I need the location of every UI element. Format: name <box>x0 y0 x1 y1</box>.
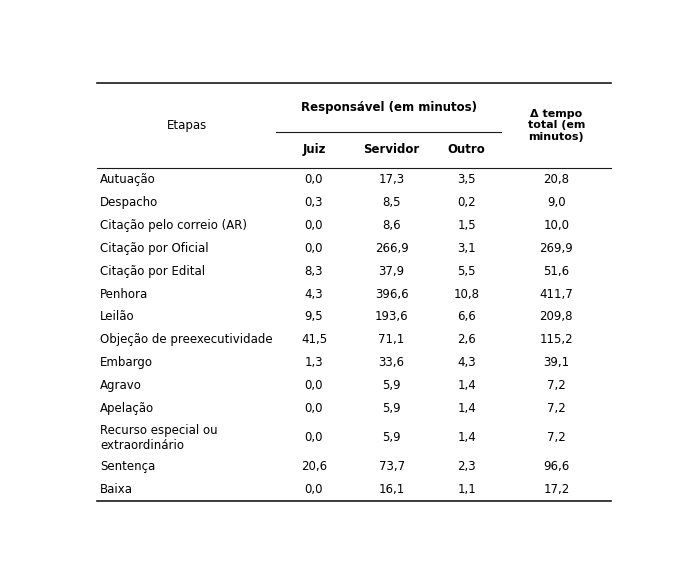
Text: Δ tempo
total (em
minutos): Δ tempo total (em minutos) <box>528 109 585 142</box>
Text: Servidor: Servidor <box>363 143 419 156</box>
Text: 0,0: 0,0 <box>305 218 323 232</box>
Text: 193,6: 193,6 <box>375 310 408 324</box>
Text: 17,2: 17,2 <box>543 483 569 496</box>
Text: 209,8: 209,8 <box>540 310 573 324</box>
Text: Embargo: Embargo <box>100 357 153 369</box>
Text: 0,0: 0,0 <box>305 173 323 186</box>
Text: Recurso especial ou
extraordinário: Recurso especial ou extraordinário <box>100 424 218 452</box>
Text: 0,0: 0,0 <box>305 242 323 254</box>
Text: 4,3: 4,3 <box>305 287 323 301</box>
Text: 73,7: 73,7 <box>379 460 405 473</box>
Text: 0,3: 0,3 <box>305 196 323 209</box>
Text: Objeção de preexecutividade: Objeção de preexecutividade <box>100 334 273 346</box>
Text: 266,9: 266,9 <box>375 242 408 254</box>
Text: 0,0: 0,0 <box>305 431 323 444</box>
Text: 5,9: 5,9 <box>382 431 401 444</box>
Text: Autuação: Autuação <box>100 173 156 186</box>
Text: Despacho: Despacho <box>100 196 158 209</box>
Text: 10,0: 10,0 <box>543 218 569 232</box>
Text: 9,0: 9,0 <box>547 196 566 209</box>
Text: 3,5: 3,5 <box>457 173 476 186</box>
Text: 8,6: 8,6 <box>382 218 401 232</box>
Text: 8,5: 8,5 <box>382 196 401 209</box>
Text: 0,0: 0,0 <box>305 379 323 392</box>
Text: 0,0: 0,0 <box>305 483 323 496</box>
Text: 1,4: 1,4 <box>457 402 476 416</box>
Text: 7,2: 7,2 <box>547 379 566 392</box>
Text: 71,1: 71,1 <box>379 334 405 346</box>
Text: 0,2: 0,2 <box>457 196 476 209</box>
Text: Agravo: Agravo <box>100 379 142 392</box>
Text: 269,9: 269,9 <box>540 242 573 254</box>
Text: 1,3: 1,3 <box>305 357 323 369</box>
Text: 16,1: 16,1 <box>379 483 405 496</box>
Text: 8,3: 8,3 <box>305 265 323 277</box>
Text: 17,3: 17,3 <box>379 173 405 186</box>
Text: 4,3: 4,3 <box>457 357 476 369</box>
Text: 51,6: 51,6 <box>543 265 569 277</box>
Text: Outro: Outro <box>448 143 486 156</box>
Text: Sentença: Sentença <box>100 460 155 473</box>
Text: 1,5: 1,5 <box>457 218 476 232</box>
Text: 7,2: 7,2 <box>547 402 566 416</box>
Text: 20,6: 20,6 <box>301 460 327 473</box>
Text: 411,7: 411,7 <box>540 287 573 301</box>
Text: Etapas: Etapas <box>167 118 207 132</box>
Text: Citação por Oficial: Citação por Oficial <box>100 242 209 254</box>
Text: Citação por Edital: Citação por Edital <box>100 265 205 277</box>
Text: 37,9: 37,9 <box>379 265 405 277</box>
Text: 0,0: 0,0 <box>305 402 323 416</box>
Text: Leilão: Leilão <box>100 310 135 324</box>
Text: 396,6: 396,6 <box>375 287 408 301</box>
Text: 2,3: 2,3 <box>457 460 476 473</box>
Text: 39,1: 39,1 <box>543 357 569 369</box>
Text: 115,2: 115,2 <box>540 334 573 346</box>
Text: 5,5: 5,5 <box>457 265 476 277</box>
Text: Apelação: Apelação <box>100 402 154 416</box>
Text: 5,9: 5,9 <box>382 402 401 416</box>
Text: 41,5: 41,5 <box>301 334 327 346</box>
Text: 10,8: 10,8 <box>453 287 480 301</box>
Text: Responsável (em minutos): Responsável (em minutos) <box>301 101 477 114</box>
Text: 9,5: 9,5 <box>305 310 323 324</box>
Text: 1,4: 1,4 <box>457 379 476 392</box>
Text: 5,9: 5,9 <box>382 379 401 392</box>
Text: 7,2: 7,2 <box>547 431 566 444</box>
Text: 3,1: 3,1 <box>457 242 476 254</box>
Text: 1,4: 1,4 <box>457 431 476 444</box>
Text: 96,6: 96,6 <box>543 460 569 473</box>
Text: Citação pelo correio (AR): Citação pelo correio (AR) <box>100 218 247 232</box>
Text: 2,6: 2,6 <box>457 334 476 346</box>
Text: 6,6: 6,6 <box>457 310 476 324</box>
Text: Baixa: Baixa <box>100 483 133 496</box>
Text: 1,1: 1,1 <box>457 483 476 496</box>
Text: Penhora: Penhora <box>100 287 149 301</box>
Text: 20,8: 20,8 <box>543 173 569 186</box>
Text: 33,6: 33,6 <box>379 357 405 369</box>
Text: Juiz: Juiz <box>302 143 325 156</box>
